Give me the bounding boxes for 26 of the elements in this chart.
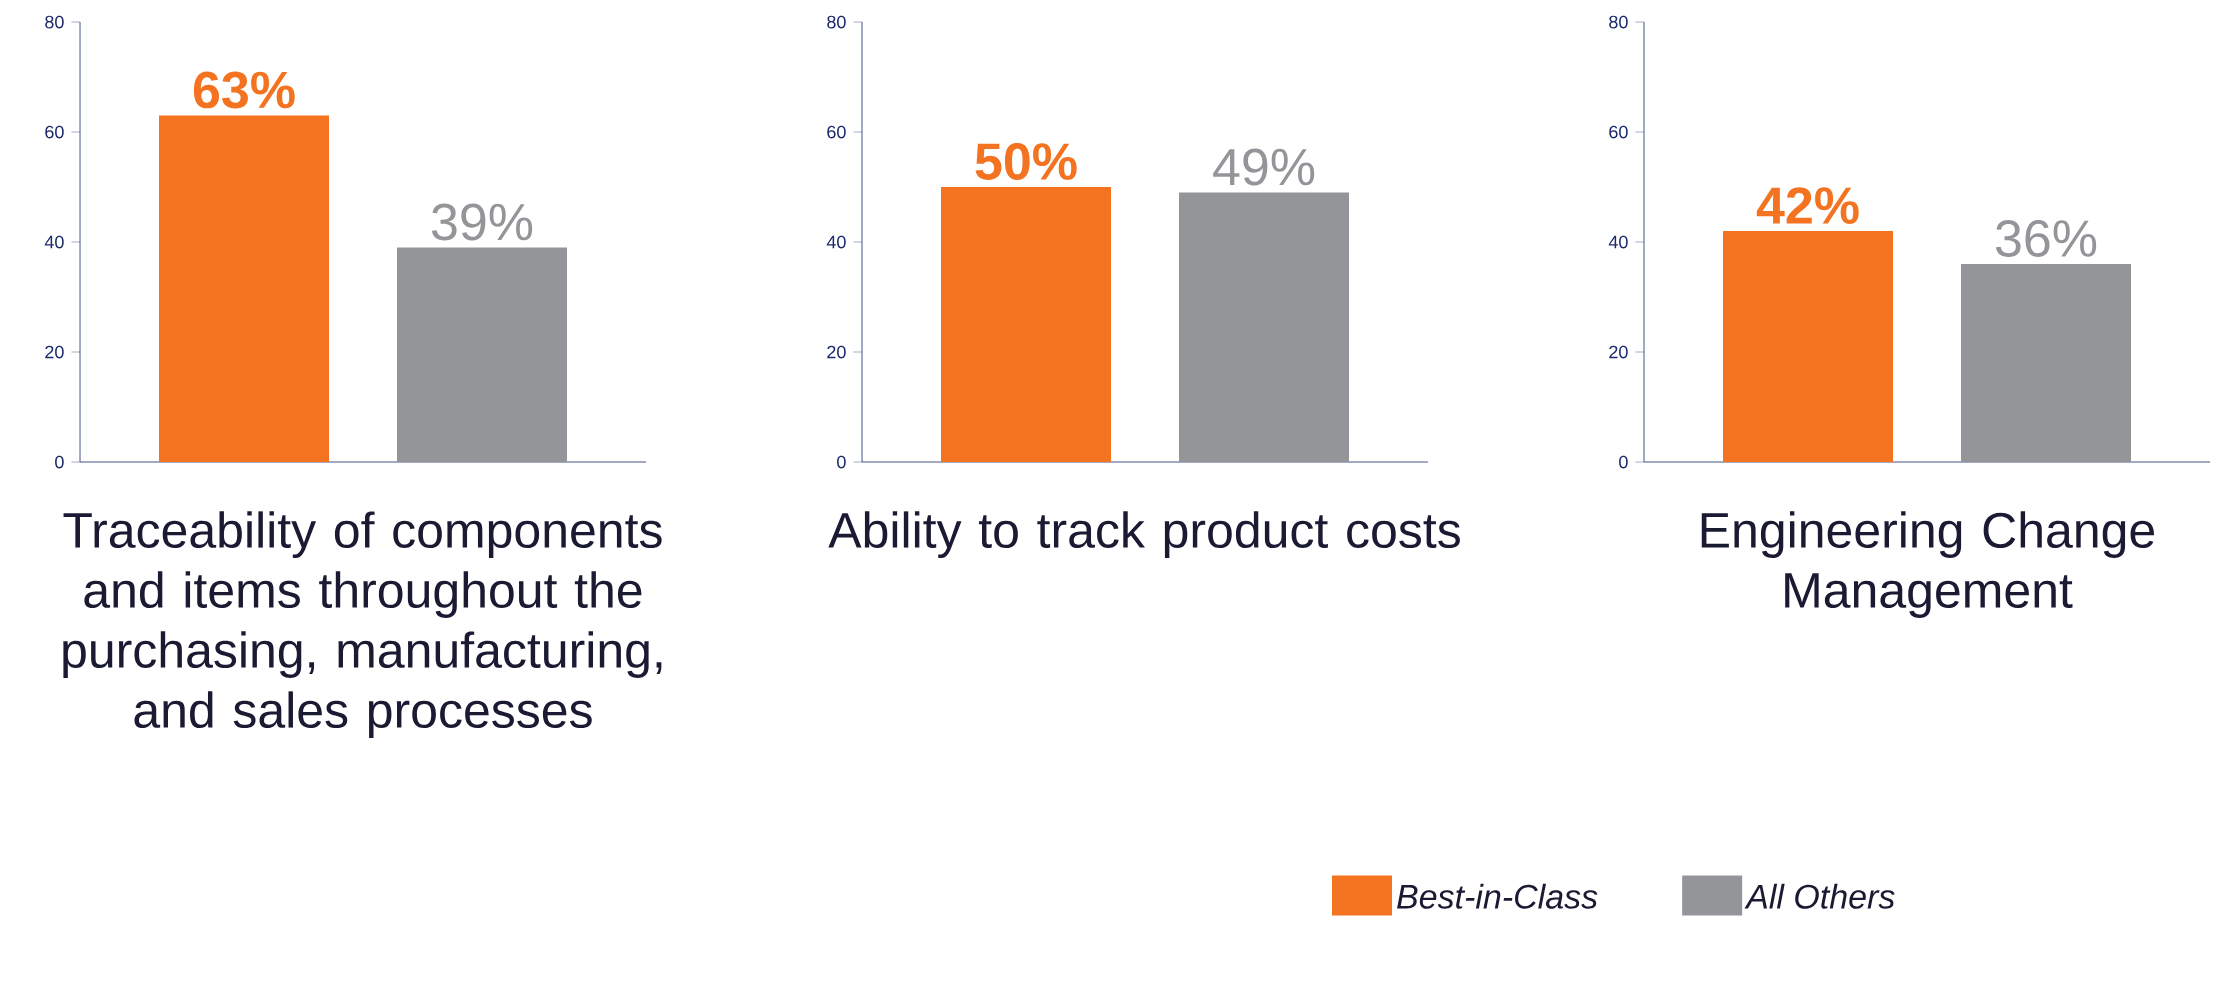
y-tick-label: 60 [1609,125,1628,139]
y-tick-label: 20 [1609,345,1628,359]
y-tick-label: 40 [44,235,64,249]
data-label: 39% [431,203,533,241]
x-axis-title: Traceability of components and items throughout the purchasing, manufacturing, and sales processes [63,511,662,738]
data-label: 50% [975,143,1077,180]
data-label: 42% [1756,187,1859,224]
y-tick-label: 80 [827,15,846,29]
y-tick-label: 20 [827,345,846,359]
x-axis-title: Ability to track product costs [828,511,1460,558]
y-tick-label: 80 [1609,15,1628,29]
y-tick-label: 60 [827,125,846,139]
x-axis-title: Engineering Change Management [1701,511,2155,618]
y-tick-label: 20 [45,345,64,359]
y-tick-label: 0 [55,455,64,469]
y-tick-label: 0 [837,455,846,469]
y-tick-label: 40 [1608,235,1628,249]
y-tick-label: 60 [45,125,64,139]
y-tick-label: 40 [826,235,846,249]
data-label: 49% [1213,148,1315,186]
y-tick-label: 80 [45,15,64,29]
data-label: 63% [193,71,295,109]
data-label: 36% [1995,220,2097,257]
legend-label: Best-in-Class [1397,883,1598,909]
y-tick-label: 0 [1619,455,1628,469]
legend-label: All Others [1744,883,1895,909]
